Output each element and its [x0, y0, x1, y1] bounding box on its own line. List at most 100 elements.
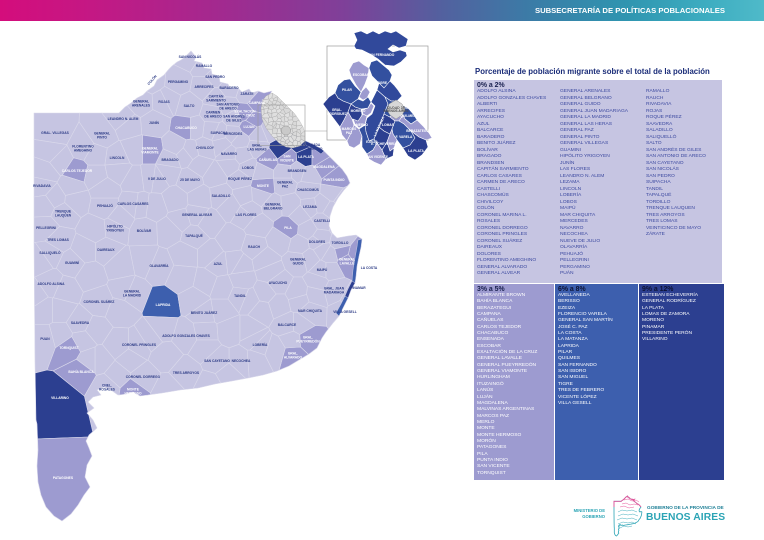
svg-text:CORONEL SUÁREZ: CORONEL SUÁREZ	[84, 299, 115, 304]
svg-text:TORDILLO: TORDILLO	[332, 241, 349, 245]
svg-text:ADOLFO ALSINA: ADOLFO ALSINA	[38, 282, 66, 286]
svg-text:SAN: SAN	[284, 154, 292, 158]
svg-text:E. ECHEVERRÍA: E. ECHEVERRÍA	[371, 141, 397, 146]
svg-text:GUAMINÍ: GUAMINÍ	[65, 260, 79, 265]
svg-text:MERCEDES: MERCEDES	[224, 132, 243, 136]
svg-text:LEANDRO N. ALEM: LEANDRO N. ALEM	[108, 117, 139, 121]
svg-text:LOBERÍA: LOBERÍA	[253, 342, 268, 347]
svg-text:CIUDAD DE: CIUDAD DE	[387, 106, 406, 110]
svg-text:25 DE MAYO: 25 DE MAYO	[180, 178, 200, 182]
svg-text:GRAL.: GRAL.	[288, 351, 298, 355]
svg-text:GENERAL: GENERAL	[290, 257, 306, 261]
svg-text:FLORENTINO: FLORENTINO	[72, 144, 94, 148]
svg-text:GRAL.: GRAL.	[252, 143, 262, 147]
svg-text:BOLÍVAR: BOLÍVAR	[137, 228, 152, 233]
svg-text:RAUCH: RAUCH	[248, 245, 261, 249]
svg-text:CORONEL PRINGLES: CORONEL PRINGLES	[122, 343, 157, 347]
svg-text:PUAN: PUAN	[40, 337, 50, 341]
svg-text:HERMOSO: HERMOSO	[124, 391, 141, 395]
svg-text:MONTE: MONTE	[257, 184, 270, 188]
svg-text:ENSENADA: ENSENADA	[302, 143, 321, 147]
svg-text:CORONEL DORREGO: CORONEL DORREGO	[126, 375, 161, 379]
svg-text:PUNTA INDIO: PUNTA INDIO	[323, 178, 344, 182]
svg-text:DE ARECO: DE ARECO	[204, 114, 222, 118]
svg-text:BERAZATEGUI: BERAZATEGUI	[406, 129, 430, 133]
svg-text:CARLOS TEJEDOR: CARLOS TEJEDOR	[62, 169, 93, 173]
svg-text:DOLORES: DOLORES	[309, 240, 326, 244]
svg-text:AVELLANEDA: AVELLANEDA	[389, 106, 412, 110]
svg-text:PILA: PILA	[284, 226, 292, 230]
svg-text:SAN ANTONIO: SAN ANTONIO	[217, 102, 240, 106]
svg-text:LAPRIDA: LAPRIDA	[156, 303, 171, 307]
svg-text:9 DE JULIO: 9 DE JULIO	[148, 177, 166, 181]
svg-text:ARENALES: ARENALES	[132, 103, 151, 107]
svg-text:SAN NICOLÁS: SAN NICOLÁS	[179, 54, 203, 59]
svg-text:MORENO: MORENO	[351, 109, 366, 113]
svg-text:SALLIQUELÓ: SALLIQUELÓ	[39, 250, 61, 255]
svg-text:SALADILLO: SALADILLO	[212, 194, 231, 198]
svg-text:CARLOS CASARES: CARLOS CASARES	[118, 202, 150, 206]
svg-text:SAAVEDRA: SAAVEDRA	[71, 321, 90, 325]
svg-text:MERLO: MERLO	[356, 123, 368, 127]
svg-text:DE GILES: DE GILES	[226, 118, 242, 122]
svg-text:LAVALLE: LAVALLE	[340, 261, 356, 265]
svg-text:LINCOLN: LINCOLN	[110, 156, 125, 160]
svg-text:TIGRE: TIGRE	[377, 81, 388, 85]
svg-text:GENERAL: GENERAL	[124, 289, 140, 293]
svg-text:DAIREAUX: DAIREAUX	[97, 248, 115, 252]
svg-text:RAMALLO: RAMALLO	[196, 64, 213, 68]
svg-text:CAMPANA: CAMPANA	[249, 101, 266, 105]
svg-text:DE ARECO: DE ARECO	[219, 106, 237, 110]
svg-text:VILLARINO: VILLARINO	[51, 396, 69, 400]
svg-text:GENERAL: GENERAL	[142, 146, 158, 150]
svg-text:MAGDALENA: MAGDALENA	[313, 165, 335, 169]
svg-text:MARCOS: MARCOS	[342, 127, 357, 131]
svg-text:SAN VICENTE: SAN VICENTE	[366, 155, 389, 159]
svg-text:CASTELLI: CASTELLI	[314, 219, 330, 223]
svg-text:PUEYRREDÓN: PUEYRREDÓN	[296, 338, 320, 343]
svg-text:LOBOS: LOBOS	[242, 166, 255, 170]
svg-text:ARRECIFES: ARRECIFES	[194, 85, 214, 89]
svg-text:LOMAS: LOMAS	[382, 123, 395, 127]
svg-text:SAN FERNANDO: SAN FERNANDO	[368, 53, 395, 57]
svg-text:BELGRANO: BELGRANO	[264, 206, 283, 210]
svg-text:ROJAS: ROJAS	[158, 100, 170, 104]
svg-text:GENERAL: GENERAL	[265, 202, 281, 206]
svg-text:SARMIENTO: SARMIENTO	[206, 98, 226, 102]
svg-text:PELLEGRINI: PELLEGRINI	[36, 226, 56, 230]
svg-text:TORNQUIST: TORNQUIST	[59, 346, 78, 350]
svg-text:YRIGOYEN: YRIGOYEN	[106, 228, 124, 232]
svg-text:PATAGONES: PATAGONES	[53, 476, 74, 480]
svg-text:TRES LOMAS: TRES LOMAS	[47, 238, 69, 242]
svg-text:MONTE: MONTE	[127, 387, 140, 391]
svg-text:CNEL.: CNEL.	[102, 383, 112, 387]
svg-text:BUENOS AIRES: BUENOS AIRES	[384, 109, 410, 113]
svg-text:ROSALES: ROSALES	[99, 387, 116, 391]
svg-text:DE LA CRUZ: DE LA CRUZ	[235, 113, 255, 117]
svg-text:CHASCOMÚS: CHASCOMÚS	[297, 187, 319, 192]
svg-text:LAUQUEN: LAUQUEN	[55, 213, 72, 217]
svg-text:HIPÓLITO: HIPÓLITO	[107, 223, 123, 228]
svg-text:SUIPACHA: SUIPACHA	[211, 131, 229, 135]
svg-text:GRAL. VILLEGAS: GRAL. VILLEGAS	[41, 131, 69, 135]
svg-text:LA PLATA: LA PLATA	[408, 149, 424, 153]
svg-text:VICENTE: VICENTE	[280, 158, 295, 162]
svg-text:MADARIAGA: MADARIAGA	[324, 290, 345, 294]
svg-text:LA PLATA: LA PLATA	[298, 155, 314, 159]
svg-text:EXALTACIÓN: EXALTACIÓN	[235, 108, 257, 113]
svg-text:SAN CAYETANO: SAN CAYETANO	[204, 359, 230, 363]
svg-text:PEHUAJÓ: PEHUAJÓ	[97, 203, 113, 208]
svg-text:PILAR: PILAR	[342, 88, 353, 92]
svg-text:PINTO: PINTO	[97, 135, 107, 139]
svg-text:CHACABUCO: CHACABUCO	[175, 126, 197, 130]
svg-text:AYACUCHO: AYACUCHO	[269, 281, 288, 285]
svg-text:TRENQUE: TRENQUE	[55, 209, 72, 213]
svg-text:LAS HERAS: LAS HERAS	[247, 147, 267, 151]
svg-text:QUILMES: QUILMES	[400, 114, 416, 118]
svg-text:CAÑUELAS: CAÑUELAS	[259, 157, 278, 162]
svg-text:PERGAMINO: PERGAMINO	[168, 80, 189, 84]
svg-text:GENERAL: GENERAL	[339, 257, 355, 261]
svg-text:ADOLFO GONZALES CHAVES: ADOLFO GONZALES CHAVES	[162, 334, 210, 338]
svg-text:GRAL.: GRAL.	[332, 108, 342, 112]
svg-text:GRAL.: GRAL.	[303, 335, 313, 339]
